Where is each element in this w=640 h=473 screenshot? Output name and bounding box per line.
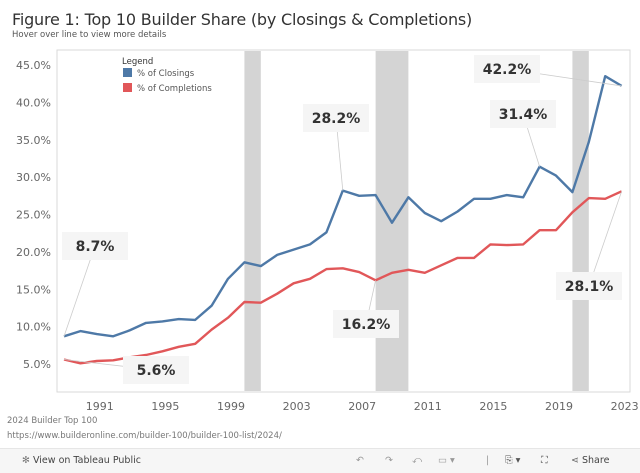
- revert-icon[interactable]: ⤺: [412, 455, 423, 466]
- source-note: 2024 Builder Top 100: [7, 416, 98, 426]
- plot-frame: [56, 49, 631, 393]
- y-tick-label: 35.0%: [16, 134, 51, 147]
- download-icon[interactable]: ⎘ ▾: [505, 455, 521, 466]
- annotation-label: 31.4%: [499, 107, 548, 123]
- chart-subtitle: Hover over line to view more details: [12, 30, 167, 40]
- series-line-closings[interactable]: [63, 74, 623, 338]
- y-tick-label: 45.0%: [16, 59, 51, 72]
- pause-icon[interactable]: ▭ ▾: [438, 455, 455, 466]
- annotation-label: 16.2%: [342, 317, 391, 333]
- legend-swatch: [123, 68, 132, 77]
- y-tick-label: 10.0%: [16, 321, 51, 334]
- undo-icon[interactable]: ↶: [356, 455, 364, 466]
- legend-swatch: [123, 83, 132, 92]
- annotation-box: [556, 272, 622, 300]
- chart-title: Figure 1: Top 10 Builder Share (by Closi…: [12, 10, 473, 29]
- annotation-box: [333, 310, 399, 338]
- annotation-box: [474, 55, 540, 83]
- x-tick-label: 2011: [414, 400, 442, 413]
- share-icon: ⋖: [571, 455, 579, 466]
- x-tick-label: 2023: [611, 400, 639, 413]
- y-tick-label: 20.0%: [16, 246, 51, 259]
- annotation-leader-line: [588, 191, 622, 287]
- x-tick-label: 1991: [86, 400, 114, 413]
- annotation-label: 5.6%: [137, 363, 176, 379]
- annotation-box: [62, 232, 128, 260]
- x-tick-label: 2015: [479, 400, 507, 413]
- view-on-tableau-label: View on Tableau Public: [33, 455, 141, 466]
- annotation-leader-line: [63, 245, 96, 337]
- annotation-label: 28.1%: [565, 279, 614, 295]
- series-line-completions[interactable]: [63, 190, 623, 365]
- annotation-box: [490, 100, 556, 128]
- redo-icon[interactable]: ↷: [385, 455, 393, 466]
- legend-label[interactable]: % of Closings: [137, 69, 195, 79]
- share-label: Share: [582, 455, 610, 466]
- y-tick-label: 40.0%: [16, 96, 51, 109]
- tableau-logo-icon: ✻: [22, 455, 30, 466]
- shaded-period: [244, 51, 261, 391]
- share-button[interactable]: ⋖ Share: [571, 455, 609, 466]
- x-tick-label: 2007: [348, 400, 376, 413]
- y-tick-label: 30.0%: [16, 171, 51, 184]
- annotation-label: 8.7%: [76, 239, 115, 255]
- x-tick-label: 1999: [217, 400, 245, 413]
- y-tick-label: 25.0%: [16, 209, 51, 222]
- legend-label[interactable]: % of Completions: [137, 84, 212, 94]
- tableau-public-button[interactable]: ✻ View on Tableau Public: [22, 455, 141, 466]
- annotation-label: 28.2%: [312, 111, 361, 127]
- annotation-box: [123, 356, 189, 384]
- x-tick-label: 1995: [151, 400, 179, 413]
- tableau-toolbar: ✻ View on Tableau Public ↶ ↷ ⤺ ▭ ▾ | ⎘ ▾…: [0, 448, 640, 473]
- y-tick-label: 15.0%: [16, 283, 51, 296]
- annotation-box: [303, 104, 369, 132]
- x-tick-label: 2003: [283, 400, 311, 413]
- annotation-label: 42.2%: [483, 62, 532, 78]
- x-tick-label: 2019: [545, 400, 573, 413]
- divider: |: [486, 455, 490, 466]
- line-chart[interactable]: 45.0% 40.0% 35.0% 30.0% 25.0% 20.0% 15.0% 10.0%…: [0, 0, 640, 420]
- legend-title: Legend: [122, 57, 153, 67]
- y-tick-label: 5.0%: [23, 358, 51, 371]
- fullscreen-icon[interactable]: ⛶: [541, 455, 548, 466]
- shaded-period: [572, 51, 589, 391]
- source-url[interactable]: https://www.builderonline.com/builder-10…: [7, 431, 282, 441]
